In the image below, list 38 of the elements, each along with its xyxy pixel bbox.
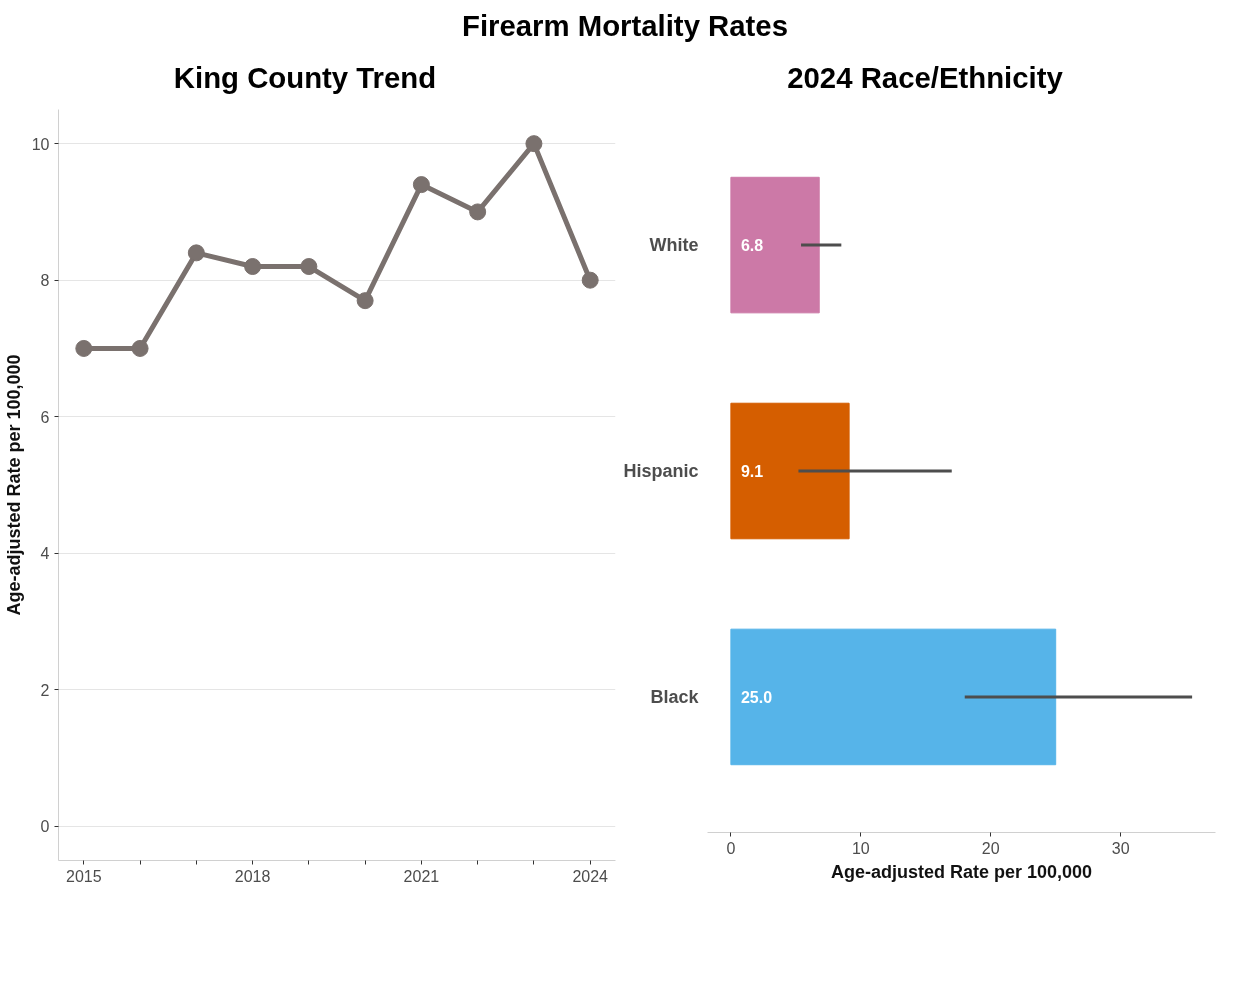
y-axis-title: Age-adjusted Rate per 100,000 <box>3 354 24 616</box>
point <box>356 291 374 309</box>
x-tick-label: 30 <box>1111 839 1130 857</box>
x-tick-label: 2024 <box>572 867 609 885</box>
y-tick-label: Hispanic <box>623 460 699 481</box>
x-tick-label: 20 <box>981 839 1000 857</box>
bar <box>730 628 1057 765</box>
bar <box>730 176 820 314</box>
point <box>581 271 599 289</box>
y-tick-label: White <box>649 234 699 255</box>
point <box>525 134 543 152</box>
bar <box>730 402 850 540</box>
y-tick-label: 8 <box>40 271 50 289</box>
x-axis-title: Age-adjusted Rate per 100,000 <box>830 861 1093 882</box>
data-label: 25.0 <box>740 688 773 706</box>
x-tick-label: 2021 <box>403 867 440 885</box>
point <box>244 257 262 275</box>
point <box>469 203 487 221</box>
x-tick-label: 10 <box>851 839 870 857</box>
chart-title: 2024 Race/Ethnicity <box>787 59 1063 96</box>
point <box>300 257 318 275</box>
point <box>75 339 93 357</box>
y-tick-label: Black <box>650 686 700 707</box>
chart-subtitle: King County Trend <box>173 59 437 96</box>
data-label: 9.1 <box>740 462 764 480</box>
y-tick-label: 2 <box>40 681 50 699</box>
chart-title: Firearm Mortality Rates <box>462 8 788 44</box>
point <box>187 244 205 262</box>
y-tick-label: 4 <box>40 545 50 563</box>
x-tick-label: 2018 <box>234 867 271 885</box>
x-tick-label: 2015 <box>66 867 102 885</box>
point <box>131 339 149 357</box>
data-label: 6.8 <box>740 236 764 254</box>
y-tick-label: 6 <box>40 408 50 426</box>
point <box>412 175 430 193</box>
x-tick-label: 0 <box>726 839 736 857</box>
y-tick-label: 0 <box>40 818 50 836</box>
y-tick-label: 10 <box>31 135 50 153</box>
